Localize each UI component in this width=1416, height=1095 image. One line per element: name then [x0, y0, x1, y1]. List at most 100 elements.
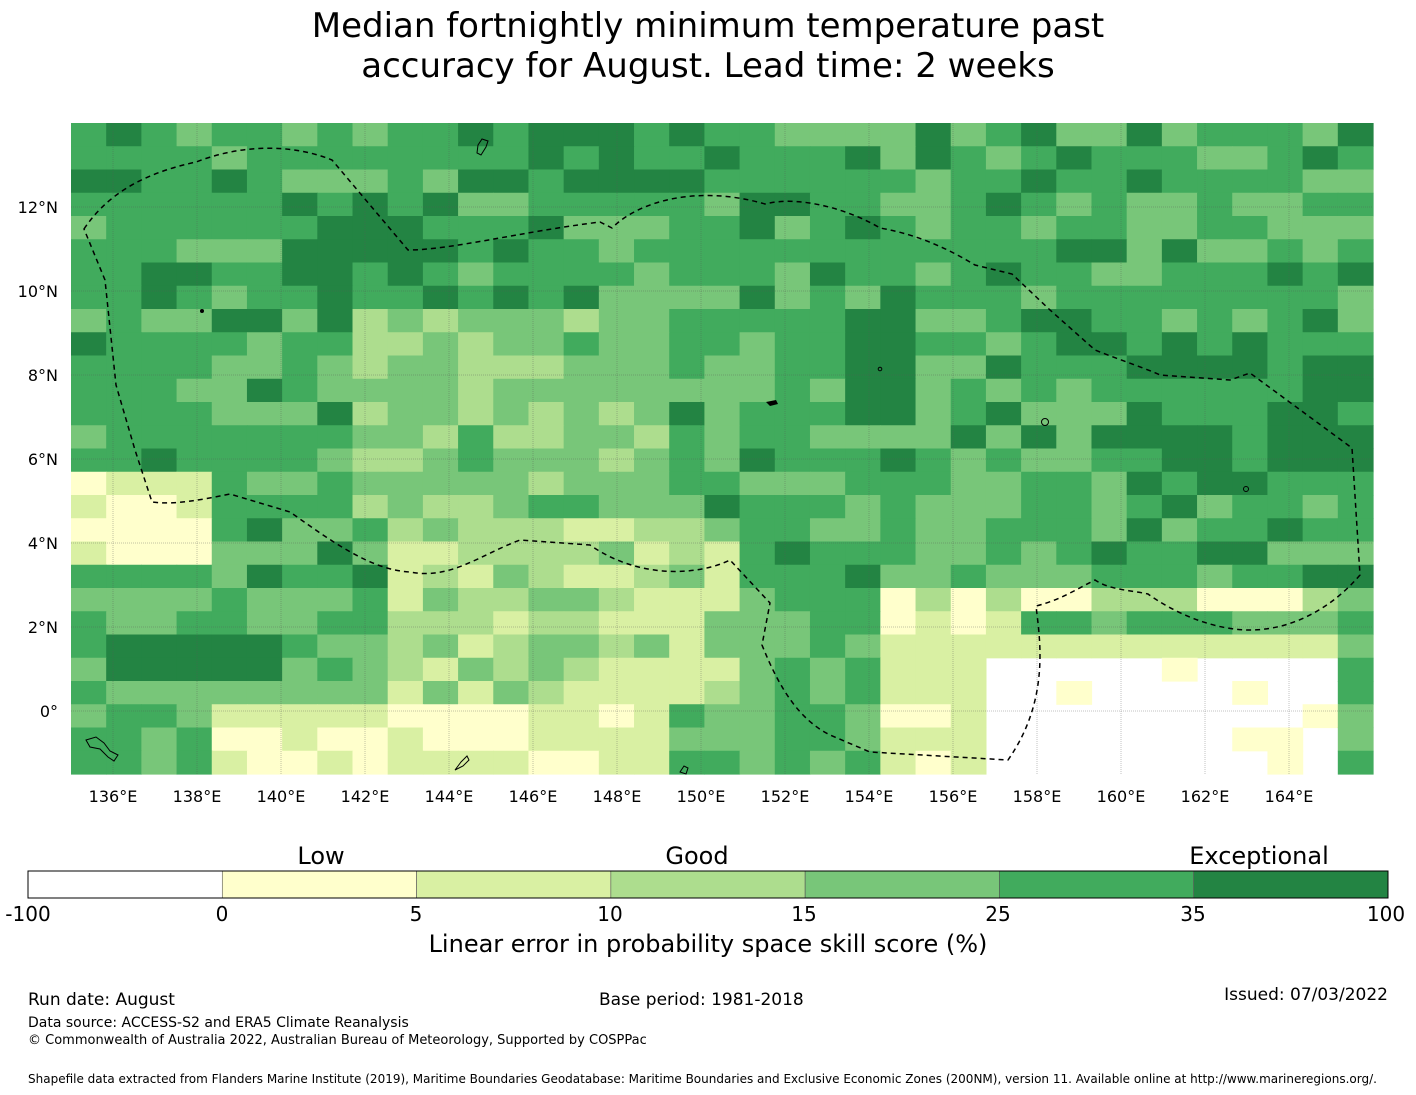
grid-cell [809, 634, 846, 659]
grid-cell [950, 471, 987, 496]
grid-cell [880, 169, 917, 194]
island [200, 309, 204, 313]
grid-cell [809, 123, 846, 147]
grid-cell [915, 704, 952, 729]
grid-cell [246, 448, 283, 473]
grid-cell [422, 146, 459, 171]
grid-cell [1337, 355, 1374, 380]
grid-cell [352, 727, 389, 752]
grid-cell [915, 681, 952, 705]
grid-cell [211, 169, 248, 194]
grid-cell [845, 681, 881, 705]
grid-cell [1056, 425, 1093, 450]
grid-cell [1021, 611, 1057, 636]
grid-cell [1267, 378, 1304, 403]
grid-cell [1302, 192, 1339, 217]
grid-cell [317, 402, 354, 426]
grid-cell [704, 239, 741, 264]
grid-cell [985, 588, 1022, 612]
grid-cell [422, 355, 459, 380]
grid-cell [1337, 425, 1374, 450]
grid-cell [528, 564, 565, 589]
grid-cell [1267, 611, 1304, 636]
grid-cell [141, 704, 178, 729]
grid-cell [1337, 611, 1374, 636]
grid-cell [809, 681, 846, 705]
grid-cell [1197, 378, 1233, 403]
grid-cell [246, 750, 283, 775]
grid-cell [282, 378, 318, 403]
grid-cell [915, 285, 952, 310]
grid-cell [352, 285, 389, 310]
grid-cell [422, 727, 459, 752]
grid-cell [246, 192, 283, 217]
grid-cell [1302, 704, 1339, 729]
grid-cell [598, 309, 635, 333]
grid-cell [1161, 123, 1198, 147]
grid-cell [774, 262, 811, 287]
grid-cell [809, 402, 846, 426]
grid-cell [845, 750, 881, 775]
grid-cell [1232, 448, 1269, 473]
lat-tick-label: 8°N [28, 366, 58, 385]
grid-cell [528, 541, 565, 566]
grid-cell [458, 262, 494, 287]
lon-tick-label: 156°E [929, 787, 978, 806]
grid-cell [1091, 611, 1128, 636]
grid-cell [1056, 192, 1093, 217]
grid-cell [1056, 309, 1093, 333]
grid-cell [493, 285, 530, 310]
grid-cell [915, 216, 952, 240]
grid-cell [634, 239, 670, 264]
grid-cell [458, 634, 494, 659]
grid-cell [282, 750, 318, 775]
grid-cell [704, 285, 741, 310]
grid-cell [106, 239, 142, 264]
grid-cell [950, 518, 987, 543]
grid-cell [211, 704, 248, 729]
grid-cell [493, 425, 530, 450]
legend-exceptional-label: Exceptional [1189, 842, 1329, 870]
grid-cell [809, 355, 846, 380]
grid-cell [704, 309, 741, 333]
grid-cell [1056, 332, 1093, 357]
grid-cell [598, 192, 635, 217]
grid-cell [1126, 192, 1163, 217]
grid-cell [1021, 588, 1057, 612]
grid-cell [1337, 541, 1374, 566]
grid-cell [598, 146, 635, 171]
grid-cell [387, 704, 424, 729]
grid-cell [1056, 471, 1093, 496]
grid-cell [1161, 588, 1198, 612]
grid-cell [1197, 402, 1233, 426]
grid-cell [563, 285, 600, 310]
grid-cell [598, 378, 635, 403]
grid-cell [598, 541, 635, 566]
grid-cell [634, 681, 670, 705]
grid-cell [458, 425, 494, 450]
grid-cell [106, 495, 142, 519]
grid-cell [915, 588, 952, 612]
grid-cell [845, 262, 881, 287]
grid-cell [739, 378, 776, 403]
grid-cell [1126, 169, 1163, 194]
grid-cell [1337, 216, 1374, 240]
grid-cell [845, 448, 881, 473]
grid-cell [669, 704, 706, 729]
grid-cell [1021, 495, 1057, 519]
grid-cell [317, 355, 354, 380]
grid-cell [422, 216, 459, 240]
legend-good-label: Good [665, 842, 729, 870]
grid-cell [915, 657, 952, 682]
grid-cell [71, 123, 107, 147]
grid-cell [1337, 309, 1374, 333]
grid-cell [950, 611, 987, 636]
grid-cell [704, 564, 741, 589]
grid-cell [246, 471, 283, 496]
grid-cell [950, 123, 987, 147]
grid-cell [1232, 216, 1269, 240]
grid-cell [1021, 285, 1057, 310]
grid-cell [528, 262, 565, 287]
grid-cell [985, 378, 1022, 403]
grid-cell [1091, 239, 1128, 264]
